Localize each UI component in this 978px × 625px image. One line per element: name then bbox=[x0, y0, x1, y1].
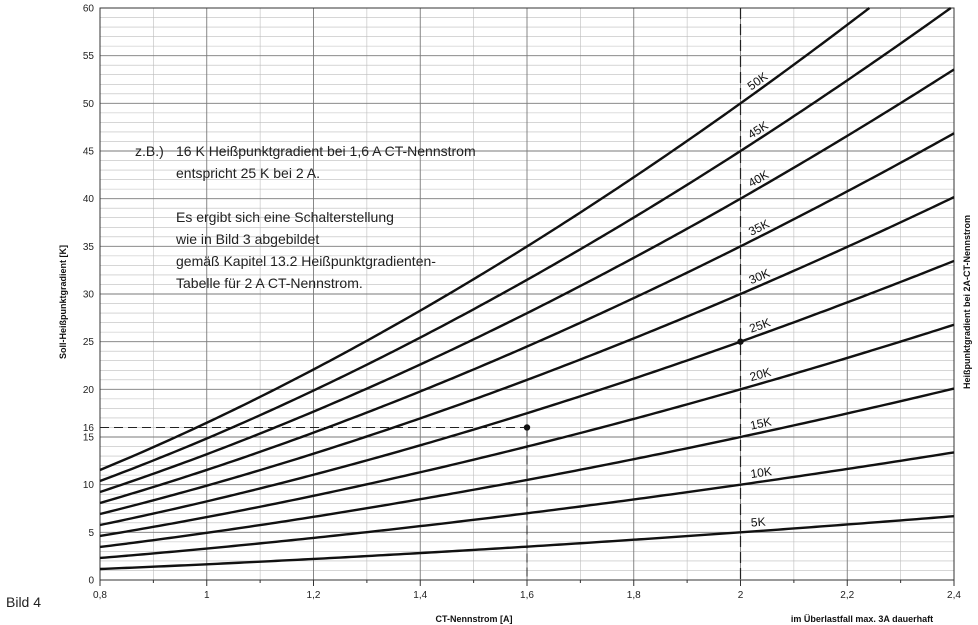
reference-lines bbox=[100, 8, 742, 580]
curves bbox=[99, 7, 955, 571]
curve-35k bbox=[99, 132, 955, 505]
y-tick-label: 40 bbox=[83, 194, 95, 205]
x-tick-label: 2,2 bbox=[840, 590, 854, 601]
x-axis-note: im Überlastfall max. 3A dauerhaft bbox=[791, 614, 933, 624]
right-axis-title: Heißpunktgradient bei 2A-CT-Nennstrom bbox=[962, 215, 972, 389]
curve-label-25k: 25K bbox=[747, 315, 772, 335]
curve-50k bbox=[99, 7, 871, 472]
curve-40k bbox=[99, 68, 955, 494]
curve-label-20k: 20K bbox=[748, 365, 772, 384]
y-tick-label: 50 bbox=[83, 99, 95, 110]
y-tick-label: 20 bbox=[83, 385, 95, 396]
example-points bbox=[523, 338, 744, 431]
x-tick-label: 1,2 bbox=[307, 590, 321, 601]
x-tick-label: 1,6 bbox=[520, 590, 534, 601]
annotation-line-4: wie in Bild 3 abgebildet bbox=[175, 231, 319, 247]
curve-label-5k: 5K bbox=[750, 515, 766, 530]
curve-10k bbox=[99, 451, 955, 560]
figure-label: Bild 4 bbox=[6, 594, 41, 610]
annotation-prefix: z.B.) bbox=[135, 143, 164, 159]
curve-label-45k: 45K bbox=[745, 118, 771, 141]
annotation-block: z.B.) 16 K Heißpunktgradient bei 1,6 A C… bbox=[135, 143, 476, 291]
curve-label-10k: 10K bbox=[750, 464, 773, 481]
x-tick-label: 1,8 bbox=[627, 590, 641, 601]
annotation-line-5: gemäß Kapitel 13.2 Heißpunktgradienten- bbox=[176, 253, 436, 269]
curve-label-15k: 15K bbox=[749, 414, 773, 432]
x-tick-label: 2,4 bbox=[947, 590, 961, 601]
example-point bbox=[523, 424, 531, 431]
x-tick-label: 1 bbox=[204, 590, 210, 601]
x-tick-label: 1,4 bbox=[413, 590, 427, 601]
y-tick-label: 35 bbox=[83, 242, 95, 253]
curve-label-40k: 40K bbox=[746, 167, 771, 190]
plot-axes bbox=[99, 7, 955, 586]
example-point bbox=[737, 338, 744, 345]
y-tick-label: 55 bbox=[83, 51, 95, 62]
y-tick-label: 60 bbox=[83, 4, 95, 15]
y-tick-label: 15 bbox=[83, 433, 95, 444]
y-tick-label: 30 bbox=[83, 290, 95, 301]
x-tick-label: 0,8 bbox=[93, 590, 107, 601]
curve-label-35k: 35K bbox=[746, 217, 771, 239]
x-axis-title: CT-Nennstrom [A] bbox=[436, 614, 513, 624]
curve-45k bbox=[99, 7, 952, 483]
annotation-line-1: 16 K Heißpunktgradient bei 1,6 A CT-Nenn… bbox=[176, 143, 476, 159]
y-tick-label: 25 bbox=[83, 337, 95, 348]
curve-5k bbox=[99, 514, 955, 571]
curve-20k bbox=[99, 323, 955, 538]
annotation-line-2: entspricht 25 K bei 2 A. bbox=[176, 165, 320, 181]
annotation-line-3: Es ergibt sich eine Schalterstellung bbox=[176, 209, 394, 225]
curve-15k bbox=[99, 387, 955, 549]
y-tick-label: 0 bbox=[88, 576, 94, 587]
y-tick-label: 10 bbox=[83, 480, 95, 491]
y-tick-label: 5 bbox=[88, 528, 94, 539]
curve-label-50k: 50K bbox=[745, 69, 771, 93]
y-tick-label: 16 bbox=[83, 423, 95, 434]
curve-25k bbox=[99, 259, 955, 527]
y-axis-title: Soll-Heißpunktgradient [K] bbox=[58, 245, 68, 359]
curve-label-30k: 30K bbox=[747, 266, 772, 287]
x-tick-label: 2 bbox=[738, 590, 744, 601]
curve-30k bbox=[99, 196, 955, 516]
annotation-line-6: Tabelle für 2 A CT-Nennstrom. bbox=[176, 275, 363, 291]
y-tick-label: 45 bbox=[83, 147, 95, 158]
